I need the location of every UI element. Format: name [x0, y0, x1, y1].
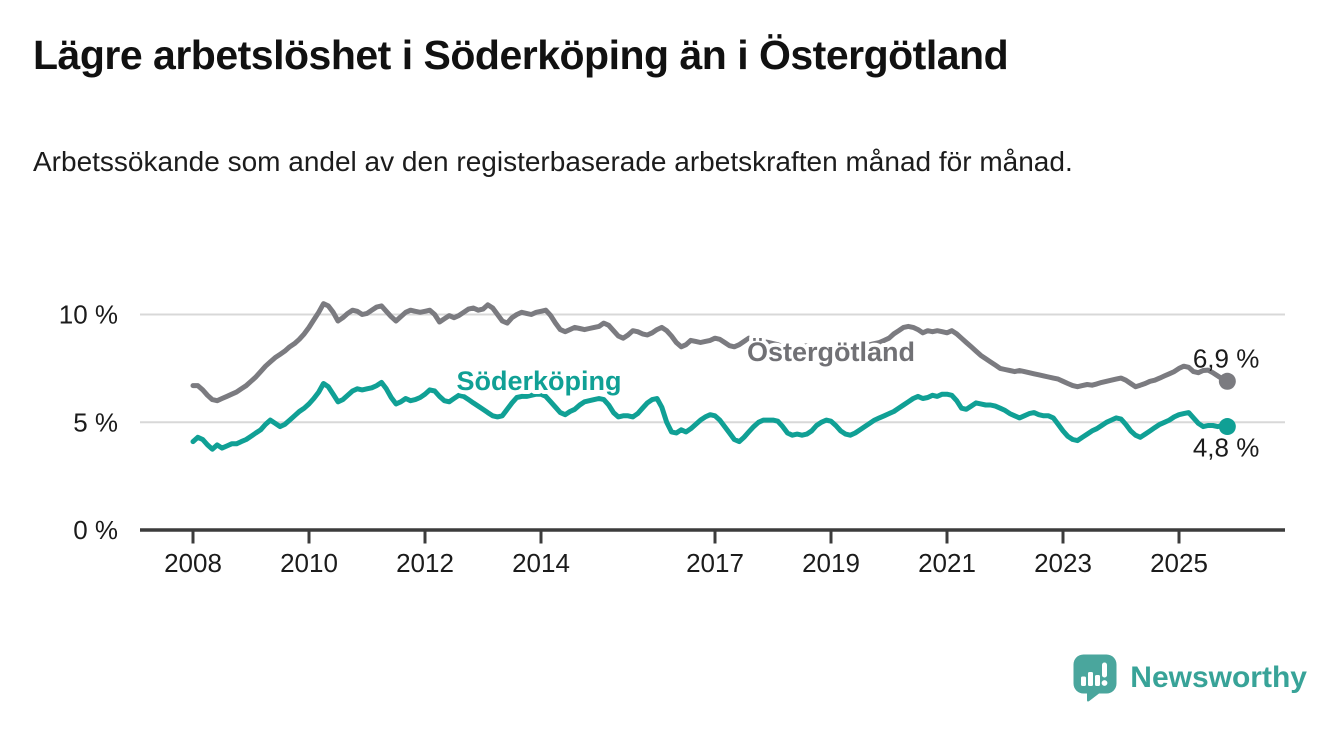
logo-bar-2 [1088, 672, 1094, 686]
x-tick-label-2014: 2014 [512, 548, 570, 578]
x-tick-label-2017: 2017 [686, 548, 744, 578]
series-label-soderkoping: Söderköping [456, 366, 621, 396]
x-tick-label-2019: 2019 [802, 548, 860, 578]
x-tick-label-2021: 2021 [918, 548, 976, 578]
y-tick-label-5pct: 5 % [73, 407, 118, 437]
end-value-label-soderkoping: 4,8 % [1193, 433, 1260, 463]
series-end-dot-soderkoping [1218, 418, 1236, 436]
newsworthy-logo-text: Newsworthy [1130, 660, 1307, 694]
logo-exclamation-stem [1102, 662, 1108, 678]
logo-bar-3 [1095, 675, 1101, 686]
series-line-soderkoping [190, 379, 1230, 452]
logo-bubble-tail [1087, 691, 1102, 702]
page-subtitle: Arbetssökande som andel av den registerb… [33, 146, 1073, 177]
logo-exclamation-dot [1101, 680, 1108, 686]
newsworthy-logo: Newsworthy [1072, 653, 1307, 702]
page-title: Lägre arbetslöshet i Söderköping än i Ös… [33, 32, 1009, 78]
logo-bubble [1073, 654, 1117, 694]
logo-bar-1 [1081, 676, 1087, 686]
series-line-ostergotland [190, 301, 1230, 404]
x-tick-label-2008: 2008 [164, 548, 222, 578]
end-value-label-ostergotland: 6,9 % [1193, 343, 1260, 373]
x-tick-label-2023: 2023 [1034, 548, 1092, 578]
series-end-dot-ostergotland [1218, 372, 1236, 390]
y-tick-label-10pct: 10 % [59, 300, 118, 330]
newsworthy-logo-icon [1073, 654, 1117, 702]
series-label-ostergotland: Östergötland [747, 337, 915, 367]
x-tick-label-2025: 2025 [1150, 548, 1208, 578]
x-tick-label-2010: 2010 [280, 548, 338, 578]
x-tick-label-2012: 2012 [396, 548, 454, 578]
y-tick-label-0pct: 0 % [73, 515, 118, 545]
